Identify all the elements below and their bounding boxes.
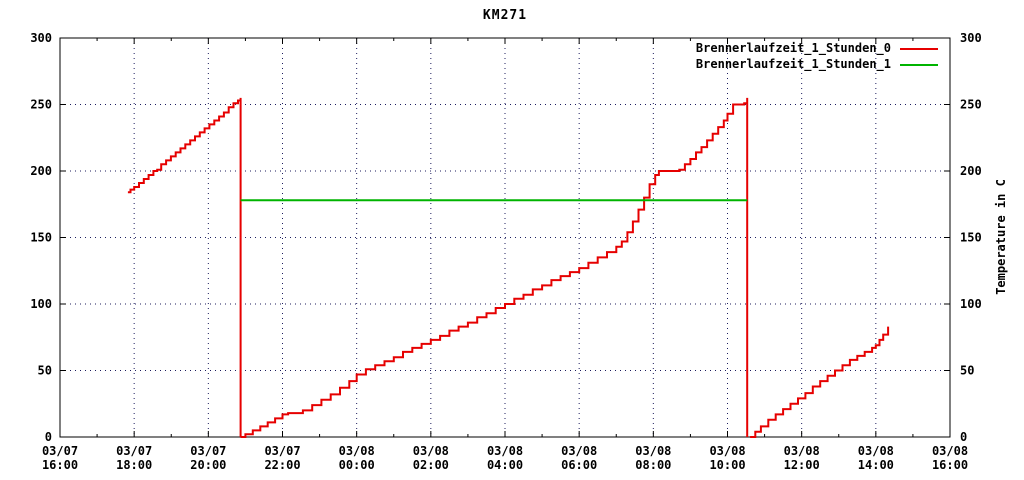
y-tick-label-left: 100 — [30, 297, 52, 311]
legend-line-sample-series0 — [900, 47, 938, 50]
x-tick-label-date: 03/08 — [561, 444, 597, 458]
x-tick-label-date: 03/08 — [413, 444, 449, 458]
x-tick-label-time: 16:00 — [932, 458, 968, 472]
y-tick-label-left: 300 — [30, 31, 52, 45]
x-tick-label-time: 18:00 — [116, 458, 152, 472]
y-tick-label-left: 250 — [30, 98, 52, 112]
x-tick-label-date: 03/07 — [190, 444, 226, 458]
x-tick-label-time: 00:00 — [339, 458, 375, 472]
x-tick-label-date: 03/07 — [116, 444, 152, 458]
series-line-brennerlaufzeit_1_stunden_0 — [240, 97, 749, 438]
y-tick-label-right: 300 — [960, 31, 982, 45]
x-tick-label-time: 22:00 — [264, 458, 300, 472]
y-tick-label-right: 200 — [960, 164, 982, 178]
y-tick-label-right: 150 — [960, 231, 982, 245]
y-tick-label-left: 150 — [30, 231, 52, 245]
y-tick-label-right: 50 — [960, 364, 974, 378]
legend: Brennerlaufzeit_1_Stunden_0 Brennerlaufz… — [696, 42, 938, 71]
x-tick-label-time: 10:00 — [709, 458, 745, 472]
x-tick-label-date: 03/08 — [709, 444, 745, 458]
legend-entry-series0: Brennerlaufzeit_1_Stunden_0 — [696, 42, 938, 55]
plot-border — [59, 37, 951, 438]
chart-title: KM271 — [482, 8, 528, 23]
legend-entry-series1: Brennerlaufzeit_1_Stunden_1 — [696, 58, 938, 71]
legend-line-sample-series1 — [900, 63, 938, 66]
y-tick-label-left: 0 — [45, 430, 52, 444]
x-tick-label-date: 03/07 — [42, 444, 78, 458]
x-tick-label-time: 20:00 — [190, 458, 226, 472]
x-tick-label-date: 03/08 — [932, 444, 968, 458]
x-tick-label-time: 08:00 — [635, 458, 671, 472]
legend-label-series1: Brennerlaufzeit_1_Stunden_1 — [695, 57, 891, 71]
x-tick-label-date: 03/08 — [635, 444, 671, 458]
y-tick-label-left: 200 — [30, 164, 52, 178]
y-tick-label-right: 0 — [960, 430, 967, 444]
series-line-brennerlaufzeit_1_stunden_0 — [127, 97, 242, 437]
x-tick-label-time: 16:00 — [42, 458, 78, 472]
y-axis-label: Temperature in C — [994, 179, 1008, 295]
x-tick-label-date: 03/08 — [339, 444, 375, 458]
series-line-brennerlaufzeit_1_stunden_0 — [750, 326, 890, 438]
x-tick-label-date: 03/07 — [264, 444, 300, 458]
x-tick-label-time: 14:00 — [858, 458, 894, 472]
x-tick-label-time: 04:00 — [487, 458, 523, 472]
x-tick-label-time: 12:00 — [784, 458, 820, 472]
x-tick-label-time: 06:00 — [561, 458, 597, 472]
x-tick-label-time: 02:00 — [413, 458, 449, 472]
x-tick-label-date: 03/08 — [487, 444, 523, 458]
legend-label-series0: Brennerlaufzeit_1_Stunden_0 — [695, 41, 891, 55]
y-tick-label-right: 250 — [960, 98, 982, 112]
y-tick-label-left: 50 — [38, 364, 52, 378]
y-tick-label-right: 100 — [960, 297, 982, 311]
x-tick-label-date: 03/08 — [784, 444, 820, 458]
x-tick-label-date: 03/08 — [858, 444, 894, 458]
